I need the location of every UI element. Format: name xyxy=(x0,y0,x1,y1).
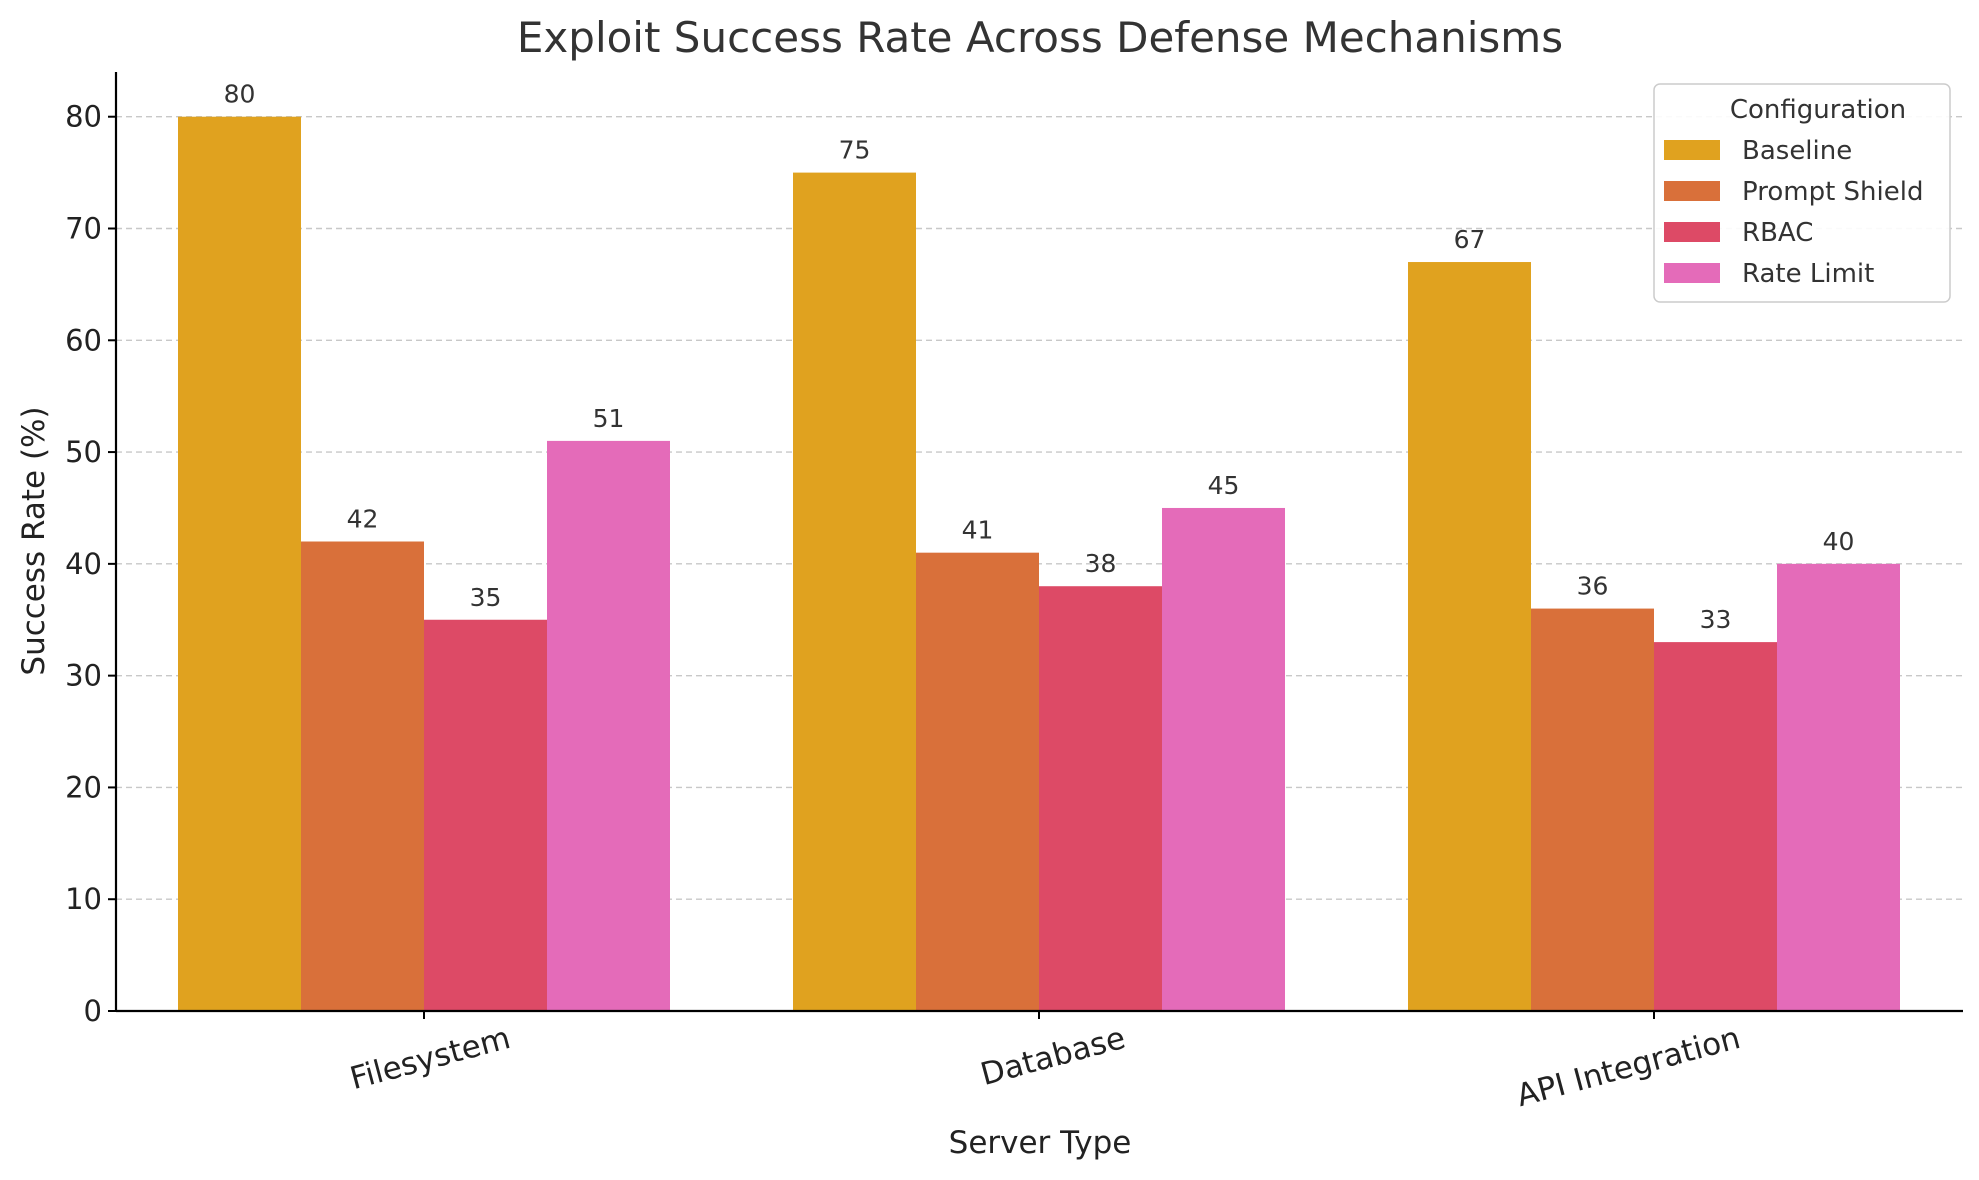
bar-value-label: 35 xyxy=(470,583,502,612)
y-tick-label: 20 xyxy=(65,770,102,804)
legend-label: Rate Limit xyxy=(1742,259,1874,289)
x-tick-label: API Integration xyxy=(1513,1020,1744,1114)
legend-label: Prompt Shield xyxy=(1742,177,1923,207)
bar-prompt-shield-database xyxy=(916,552,1039,1011)
y-tick-label: 10 xyxy=(65,882,102,916)
legend-swatch xyxy=(1664,140,1720,160)
x-tick-label: Filesystem xyxy=(346,1020,514,1097)
bar-prompt-shield-api-integration xyxy=(1531,608,1654,1011)
legend-swatch xyxy=(1664,222,1720,242)
data-labels: 80 42 35 51 75 41 38 45 67 36 33 40 xyxy=(224,80,1855,634)
bar-value-label: 80 xyxy=(224,80,256,109)
bar-value-label: 75 xyxy=(839,136,871,165)
chart-title: Exploit Success Rate Across Defense Mech… xyxy=(517,13,1563,62)
legend-swatch xyxy=(1664,181,1720,201)
bar-rate-limit-database xyxy=(1162,507,1285,1011)
legend: Configuration Baseline Prompt Shield RBAC R… xyxy=(1653,83,1951,303)
y-tick-label: 0 xyxy=(84,994,102,1028)
bar-value-label: 41 xyxy=(962,516,994,545)
bar-value-label: 45 xyxy=(1208,471,1240,500)
y-tick-label: 70 xyxy=(65,212,102,246)
legend-swatch xyxy=(1664,263,1720,283)
bar-value-label: 33 xyxy=(1700,605,1732,634)
x-tick-label: Database xyxy=(977,1020,1129,1093)
y-ticks: 0 10 20 30 40 50 60 70 80 xyxy=(65,100,116,1028)
bar-value-label: 67 xyxy=(1454,225,1486,254)
bar-rbac-database xyxy=(1039,586,1162,1011)
legend-label: Baseline xyxy=(1742,136,1852,166)
legend-frame xyxy=(1653,83,1951,303)
y-tick-label: 50 xyxy=(65,435,102,469)
bar-rate-limit-api-integration xyxy=(1777,563,1900,1011)
y-tick-label: 30 xyxy=(65,659,102,693)
bar-value-label: 40 xyxy=(1823,527,1855,556)
bar-value-label: 36 xyxy=(1577,572,1609,601)
bar-value-label: 51 xyxy=(593,404,625,433)
bar-prompt-shield-filesystem xyxy=(301,541,424,1011)
bar-value-label: 42 xyxy=(347,505,379,534)
y-tick-label: 40 xyxy=(65,547,102,581)
legend-label: RBAC xyxy=(1742,218,1813,248)
x-ticks: Filesystem Database API Integration xyxy=(346,1011,1744,1114)
bar-baseline-filesystem xyxy=(178,116,301,1011)
bar-baseline-database xyxy=(793,172,916,1011)
bars xyxy=(178,116,1900,1012)
x-axis-label: Server Type xyxy=(949,1125,1132,1161)
bar-rbac-filesystem xyxy=(424,619,547,1011)
bar-baseline-api-integration xyxy=(1408,262,1531,1011)
legend-title: Configuration xyxy=(1730,95,1906,125)
y-tick-label: 60 xyxy=(65,323,102,357)
bar-rate-limit-filesystem xyxy=(547,440,670,1012)
y-tick-label: 80 xyxy=(65,100,102,134)
legend-items: Baseline Prompt Shield RBAC Rate Limit xyxy=(1664,136,1923,289)
y-axis-label: Success Rate (%) xyxy=(16,406,52,675)
bar-value-label: 38 xyxy=(1085,549,1117,578)
bar-rbac-api-integration xyxy=(1654,642,1777,1011)
